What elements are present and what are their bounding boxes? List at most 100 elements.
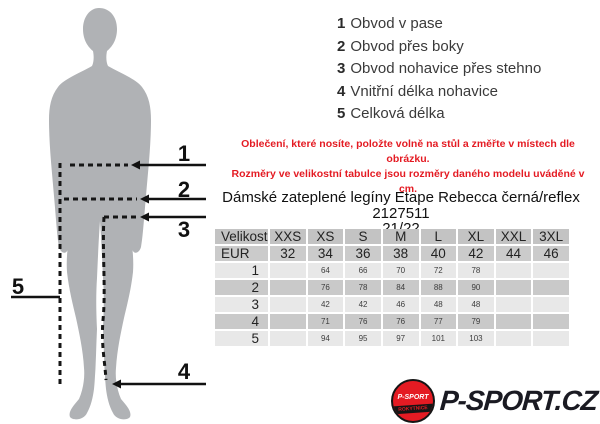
legend-num: 1 xyxy=(337,15,346,32)
arrowhead-2 xyxy=(140,194,149,204)
measure-label-3: 3 xyxy=(178,217,190,242)
legend-text: Obvod přes boky xyxy=(350,37,464,55)
measurement-instructions: Oblečení, které nosíte, položte volně na… xyxy=(222,137,594,197)
cell: 90 xyxy=(458,280,494,295)
cell: 64 xyxy=(307,263,344,278)
legend-item-3: 3 Obvod nohavice přes stehno xyxy=(337,58,541,81)
cell: 70 xyxy=(382,263,419,278)
cell: 76 xyxy=(307,280,344,295)
p-sport-wordmark: P-SPORT.CZ xyxy=(438,385,599,416)
female-silhouette xyxy=(49,8,151,420)
legend-text: Vnitřní délka nohavice xyxy=(350,82,498,100)
cell: 48 xyxy=(458,297,494,312)
cell: 101 xyxy=(420,331,457,346)
legend-item-2: 2 Obvod přes boky xyxy=(337,36,541,59)
cell: 97 xyxy=(382,331,419,346)
cell: 103 xyxy=(458,331,494,346)
header-size: XXS xyxy=(270,229,306,244)
eur-value: 34 xyxy=(307,246,344,261)
cell xyxy=(495,297,532,312)
arrowhead-4 xyxy=(112,379,121,389)
cell xyxy=(270,263,306,278)
eur-value: 46 xyxy=(533,246,569,261)
legend-item-5: 5 Celková délka xyxy=(337,103,541,126)
cell: 88 xyxy=(420,280,457,295)
size-table: Velikost XXS XS S M L XL XXL 3XL EUR 32 … xyxy=(213,227,571,348)
measurement-legend: 1 Obvod v pase 2 Obvod přes boky 3 Obvod no… xyxy=(337,13,541,126)
cell: 78 xyxy=(345,280,381,295)
header-size: L xyxy=(420,229,457,244)
cell: 78 xyxy=(458,263,494,278)
eur-value: 36 xyxy=(345,246,381,261)
legend-num: 3 xyxy=(337,60,346,77)
legend-num: 4 xyxy=(337,82,346,100)
body-measurement-diagram: 1 2 3 4 5 xyxy=(11,8,206,420)
cell: 46 xyxy=(382,297,419,312)
badge-ribbon: ROKYTNICE xyxy=(393,403,434,415)
arrowhead-3 xyxy=(140,212,149,222)
cell xyxy=(270,331,306,346)
legend-item-1: 1 Obvod v pase xyxy=(337,13,541,36)
eur-row: EUR 32 34 36 38 40 42 44 46 xyxy=(215,246,569,261)
p-sport-logo: P-SPORT ROKYTNICE P-SPORT.CZ xyxy=(391,379,599,423)
header-size: S xyxy=(345,229,381,244)
cell xyxy=(495,280,532,295)
measure-row-5: 5 94 95 97 101 103 xyxy=(215,331,569,346)
cell xyxy=(495,263,532,278)
cell: 94 xyxy=(307,331,344,346)
badge-title: P-SPORT xyxy=(397,394,429,401)
legend-text: Celková délka xyxy=(350,105,445,122)
arrowhead-1 xyxy=(131,160,140,170)
row-label: 2 xyxy=(215,280,268,295)
eur-value: 42 xyxy=(458,246,494,261)
header-size: M xyxy=(382,229,419,244)
measure-label-4: 4 xyxy=(178,359,191,384)
product-title-line-1: Dámské zateplené legíny Etape Rebecca če… xyxy=(222,189,580,222)
cell: 71 xyxy=(307,314,344,329)
p-sport-badge-icon: P-SPORT ROKYTNICE xyxy=(391,379,436,423)
header-velikost: Velikost xyxy=(215,229,268,244)
measure-label-1: 1 xyxy=(178,141,190,166)
measure-label-2: 2 xyxy=(178,177,190,202)
cell xyxy=(533,280,569,295)
row-label: 1 xyxy=(215,263,268,278)
cell xyxy=(270,314,306,329)
measure-row-2: 2 76 78 84 88 90 xyxy=(215,280,569,295)
cell: 76 xyxy=(345,314,381,329)
cell xyxy=(533,314,569,329)
cell xyxy=(495,331,532,346)
cell: 72 xyxy=(420,263,457,278)
legend-item-4: 4 Vnitřní délka nohavice xyxy=(337,81,541,104)
cell xyxy=(533,297,569,312)
header-size: 3XL xyxy=(533,229,569,244)
cell xyxy=(270,280,306,295)
note-line-2: Rozměry ve velikostní tabulce jsou rozmě… xyxy=(231,168,585,195)
cell xyxy=(533,263,569,278)
cell xyxy=(270,297,306,312)
cell: 42 xyxy=(345,297,381,312)
legend-num: 2 xyxy=(337,37,346,55)
cell: 48 xyxy=(420,297,457,312)
cell: 76 xyxy=(382,314,419,329)
eur-value: 38 xyxy=(382,246,419,261)
eur-value: 32 xyxy=(270,246,306,261)
cell: 95 xyxy=(345,331,381,346)
cell: 77 xyxy=(420,314,457,329)
eur-value: 44 xyxy=(495,246,532,261)
size-table-header-row: Velikost XXS XS S M L XL XXL 3XL xyxy=(215,229,569,244)
header-size: XXL xyxy=(495,229,532,244)
legend-text: Obvod v pase xyxy=(350,15,443,32)
row-label: 4 xyxy=(215,314,268,329)
measure-row-4: 4 71 76 76 77 79 xyxy=(215,314,569,329)
cell: 66 xyxy=(345,263,381,278)
cell: 84 xyxy=(382,280,419,295)
measure-label-5: 5 xyxy=(12,274,24,299)
row-label: 3 xyxy=(215,297,268,312)
cell xyxy=(495,314,532,329)
header-size: XL xyxy=(458,229,494,244)
measure-row-1: 1 64 66 70 72 78 xyxy=(215,263,569,278)
legend-text: Obvod nohavice přes stehno xyxy=(350,60,542,77)
cell: 42 xyxy=(307,297,344,312)
cell xyxy=(533,331,569,346)
